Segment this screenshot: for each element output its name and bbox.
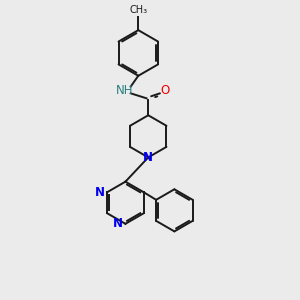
Text: N: N xyxy=(95,186,105,199)
Text: O: O xyxy=(160,84,170,97)
Text: N: N xyxy=(143,151,153,164)
Text: CH₃: CH₃ xyxy=(129,5,147,15)
Text: NH: NH xyxy=(116,85,133,98)
Text: N: N xyxy=(113,217,123,230)
